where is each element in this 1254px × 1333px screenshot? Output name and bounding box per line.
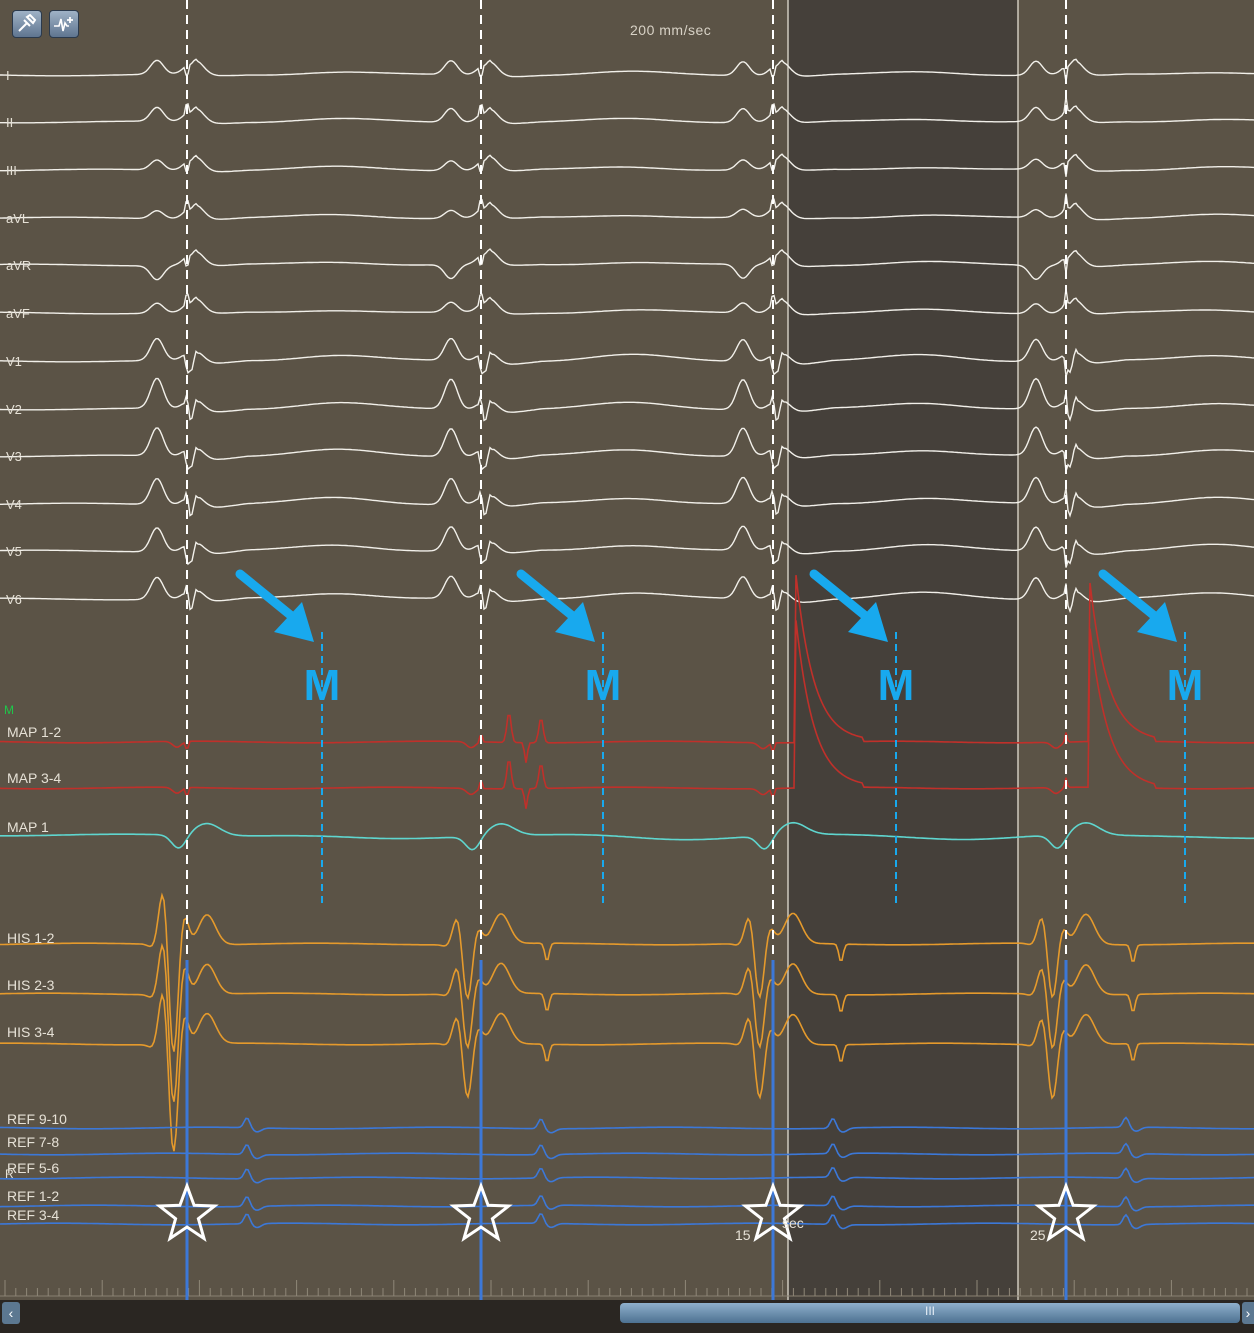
trace-ii[interactable]: [0, 96, 1254, 125]
trace-map-1[interactable]: [0, 821, 1254, 851]
annotation-arrow-head: [555, 602, 595, 642]
trace-his-3-4[interactable]: [0, 992, 1254, 1152]
annotation-label: M: [585, 661, 622, 710]
channel-label[interactable]: V3: [6, 449, 22, 464]
trace-v5[interactable]: [0, 525, 1254, 568]
trace-v4[interactable]: [0, 476, 1254, 518]
scroll-right-button[interactable]: ›: [1242, 1302, 1254, 1324]
pacing-spikes: [185, 960, 1068, 1300]
trace-ref-7-8[interactable]: [0, 1142, 1254, 1160]
annotation-arrow-head: [1137, 602, 1177, 642]
annotation-arrow: [235, 569, 299, 623]
calipers-tool-button[interactable]: [12, 10, 42, 38]
reference-row-label: R: [5, 1167, 14, 1181]
pacing-star-marker[interactable]: [741, 1181, 805, 1243]
channel-label[interactable]: REF 7-8: [7, 1134, 59, 1150]
annotation-label: M: [1167, 661, 1204, 710]
sweep-speed-label: 200 mm/sec: [630, 22, 712, 38]
channel-label[interactable]: aVR: [6, 258, 31, 273]
annotation-marker[interactable]: M: [235, 569, 341, 905]
channel-label[interactable]: MAP 1-2: [7, 724, 61, 740]
annotation-arrow: [1098, 569, 1162, 623]
trace-map-1-2[interactable]: [0, 575, 1254, 763]
trace-ref-3-4[interactable]: [0, 1213, 1254, 1230]
trace-avl[interactable]: [0, 193, 1254, 221]
channel-label[interactable]: HIS 3-4: [7, 1024, 55, 1040]
calipers-tool-icon: [18, 14, 37, 32]
channel-label[interactable]: aVF: [6, 306, 30, 321]
marker-row-label: M: [4, 703, 14, 717]
channel-label[interactable]: aVL: [6, 211, 29, 226]
trace-v2[interactable]: [0, 377, 1254, 422]
time-label: 15: [735, 1227, 751, 1243]
channel-label[interactable]: REF 1-2: [7, 1188, 59, 1204]
trace-his-2-3[interactable]: [0, 942, 1254, 1102]
channel-label[interactable]: III: [6, 163, 17, 178]
channel-label[interactable]: REF 3-4: [7, 1207, 59, 1223]
channel-label[interactable]: REF 5-6: [7, 1160, 59, 1176]
scroll-left-button[interactable]: ‹: [2, 1302, 20, 1324]
channel-label[interactable]: MAP 3-4: [7, 770, 61, 786]
annotation-arrow-head: [274, 602, 314, 642]
trace-i[interactable]: [0, 58, 1254, 82]
channel-label[interactable]: I: [6, 68, 10, 83]
annotation-label: M: [304, 661, 341, 710]
horizontal-scrollbar[interactable]: ‹ III ›: [0, 1300, 1254, 1333]
time-ruler: [0, 1280, 1254, 1297]
channel-label[interactable]: V6: [6, 592, 22, 607]
trace-v3[interactable]: [0, 426, 1254, 472]
pacing-star-marker[interactable]: [1034, 1181, 1098, 1243]
trace-avf[interactable]: [0, 288, 1254, 316]
pacing-star-marker[interactable]: [155, 1181, 219, 1243]
scrollbar-grip: III: [925, 1304, 936, 1318]
annotation-marker[interactable]: M: [809, 569, 915, 905]
channel-label[interactable]: V5: [6, 544, 22, 559]
channel-label[interactable]: II: [6, 115, 13, 130]
time-label: 25: [1030, 1227, 1046, 1243]
annotation-label: M: [878, 661, 915, 710]
beat-timing-lines: [186, 0, 1067, 1240]
annotation-marker[interactable]: M: [1098, 569, 1204, 905]
annotation-arrow-head: [848, 602, 888, 642]
pacing-star-marker[interactable]: [449, 1181, 513, 1243]
annotation-marker[interactable]: M: [516, 569, 622, 905]
scrollbar-thumb[interactable]: III: [620, 1303, 1240, 1323]
trace-map-3-4[interactable]: [0, 620, 1254, 809]
pacing-markers: [155, 1181, 1098, 1243]
channel-label[interactable]: MAP 1: [7, 819, 49, 835]
trace-iii[interactable]: [0, 153, 1254, 177]
channel-label[interactable]: HIS 1-2: [7, 930, 55, 946]
channel-label[interactable]: V1: [6, 354, 22, 369]
channel-label[interactable]: REF 9-10: [7, 1111, 67, 1127]
trace-ref-5-6[interactable]: [0, 1167, 1254, 1184]
trace-his-1-2[interactable]: [0, 892, 1254, 1052]
trace-avr[interactable]: [0, 248, 1254, 281]
time-labels: 15 sec 25: [735, 1215, 1046, 1243]
channel-label[interactable]: V4: [6, 497, 22, 512]
channel-label[interactable]: HIS 2-3: [7, 977, 55, 993]
waveform-add-tool-icon: [54, 17, 73, 32]
annotation-arrow: [809, 569, 873, 623]
time-label: sec: [782, 1215, 804, 1231]
annotation-arrow: [516, 569, 580, 623]
trace-v1[interactable]: [0, 338, 1254, 377]
trace-ref-9-10[interactable]: [0, 1116, 1254, 1134]
channel-label[interactable]: V2: [6, 402, 22, 417]
selected-time-window[interactable]: [788, 0, 1018, 1300]
waveform-add-tool-button[interactable]: [49, 10, 79, 38]
trace-v6[interactable]: [0, 575, 1254, 614]
trace-group: [0, 58, 1254, 1230]
